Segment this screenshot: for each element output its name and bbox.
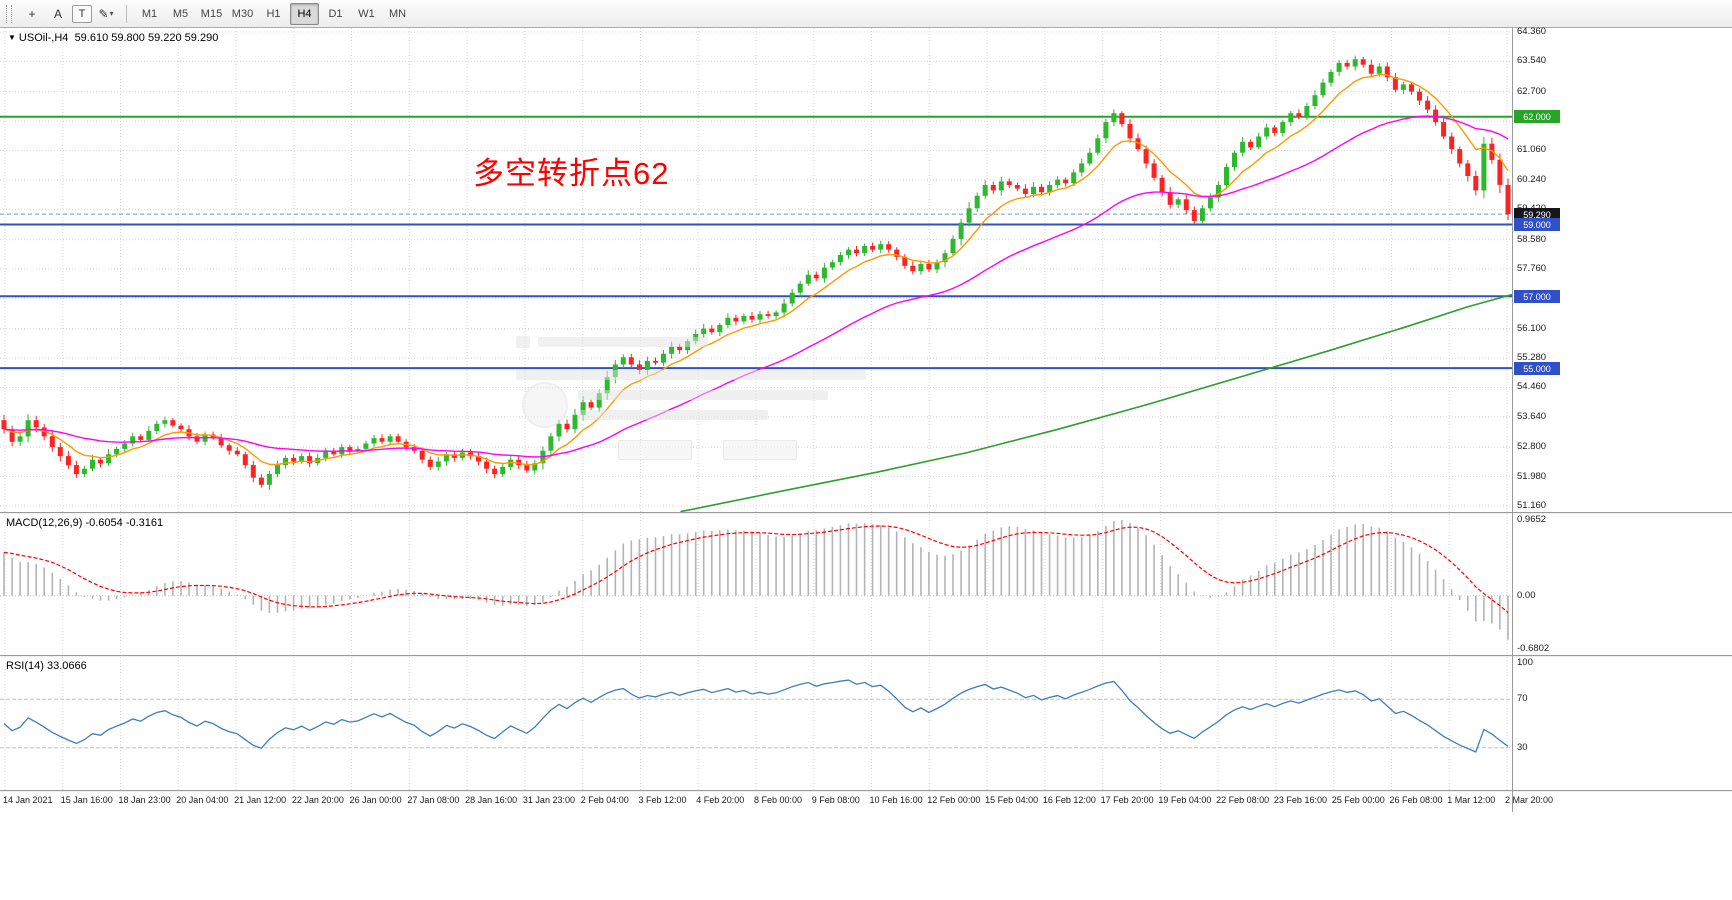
- time-axis-label: 26 Jan 00:00: [349, 795, 402, 805]
- price-axis-label: 51.980: [1517, 471, 1547, 482]
- price-axis-label: 51.160: [1517, 500, 1547, 511]
- price-marker-55.000: 55.000: [1514, 362, 1560, 375]
- panel-separator-main-macd[interactable]: [0, 512, 1732, 514]
- price-axis-label: 52.800: [1517, 441, 1547, 452]
- price-axis-label: 61.060: [1517, 144, 1547, 155]
- time-axis-label: 15 Feb 04:00: [985, 795, 1039, 805]
- time-axis-label: 12 Feb 00:00: [927, 795, 981, 805]
- panel-separator-macd-rsi[interactable]: [0, 655, 1732, 657]
- time-axis-label: 1 Mar 12:00: [1447, 795, 1496, 805]
- price-axis-label: 56.100: [1517, 323, 1547, 334]
- time-axis-label: 8 Feb 00:00: [754, 795, 803, 805]
- watermark-text-line: [578, 390, 828, 400]
- time-axis-label: 14 Jan 2021: [3, 795, 53, 805]
- timeframe-button-m1[interactable]: M1: [141, 7, 158, 20]
- price-marker-57.000: 57.000: [1514, 290, 1560, 303]
- time-axis-label: 2 Mar 20:00: [1505, 795, 1554, 805]
- symbol-ohlc-line: ▼ USOil-,H4 59.610 59.800 59.220 59.290: [8, 32, 218, 44]
- timeframe-button-w1[interactable]: W1: [358, 7, 375, 20]
- price-axis-label: 64.360: [1517, 26, 1547, 37]
- time-axis-label: 4 Feb 20:00: [696, 795, 745, 805]
- price-marker-62.000: 62.000: [1514, 110, 1560, 123]
- macd-axis-label: 0.9652: [1517, 514, 1547, 525]
- macd-indicator-canvas[interactable]: [0, 514, 1512, 655]
- time-axis-label: 27 Jan 08:00: [407, 795, 460, 805]
- time-axis-label: 15 Jan 16:00: [60, 795, 113, 805]
- watermark-text-line: [578, 410, 768, 420]
- time-axis-label: 22 Feb 08:00: [1216, 795, 1270, 805]
- watermark-button: [723, 440, 797, 460]
- time-axis-label: 18 Jan 23:00: [118, 795, 171, 805]
- top-toolbar: + A T ✎ ▾ M1 M5 M15 M30 H1 H4 D1 W1 MN: [0, 0, 1732, 28]
- price-axis-label: 54.460: [1517, 381, 1547, 392]
- timeframe-button-mn[interactable]: MN: [388, 7, 407, 20]
- watermark-icon: [516, 336, 530, 348]
- time-axis-label: 31 Jan 23:00: [522, 795, 575, 805]
- price-axis-label: 58.580: [1517, 234, 1547, 245]
- time-axis-label: 25 Feb 00:00: [1331, 795, 1385, 805]
- timeframe-button-m5[interactable]: M5: [172, 7, 189, 20]
- price-axis-border: [1512, 28, 1513, 812]
- timeframe-button-d1[interactable]: D1: [328, 7, 343, 20]
- time-axis-label: 22 Jan 20:00: [291, 795, 344, 805]
- watermark-logo: [522, 382, 568, 428]
- rsi-axis-label: 30: [1517, 742, 1528, 753]
- price-axis-label: 63.540: [1517, 55, 1547, 66]
- price-axis-label: 57.760: [1517, 263, 1547, 274]
- price-axis-label: 55.280: [1517, 352, 1547, 363]
- symbol-name: USOil-,H4: [18, 32, 69, 44]
- tool-arrow-label-button[interactable]: A: [53, 6, 62, 21]
- symbol-dropdown-icon[interactable]: ▼: [8, 33, 16, 42]
- watermark-text-line: [516, 370, 866, 380]
- rsi-axis-label: 70: [1517, 693, 1528, 704]
- price-marker-59.000: 59.000: [1514, 218, 1560, 231]
- price-axis-label: 62.700: [1517, 86, 1547, 97]
- main-chart-canvas[interactable]: [0, 28, 1512, 512]
- time-axis-label: 9 Feb 08:00: [811, 795, 860, 805]
- timeframe-button-h4[interactable]: H4: [290, 2, 319, 25]
- timeframe-button-m30[interactable]: M30: [231, 7, 254, 20]
- panel-separator-rsi-time: [0, 790, 1732, 792]
- rsi-header: RSI(14) 33.0666: [6, 660, 87, 672]
- time-axis-label: 20 Jan 04:00: [176, 795, 229, 805]
- chart-annotation-text: 多空转折点62: [473, 156, 670, 191]
- time-axis-label: 19 Feb 04:00: [1158, 795, 1212, 805]
- tool-draw-button[interactable]: ✎ ▾: [98, 6, 114, 21]
- time-axis-label: 3 Feb 12:00: [638, 795, 687, 805]
- time-axis-label: 28 Jan 16:00: [465, 795, 518, 805]
- price-axis-label: 53.640: [1517, 411, 1547, 422]
- time-axis-label: 21 Jan 12:00: [234, 795, 287, 805]
- time-axis-label: 23 Feb 16:00: [1273, 795, 1327, 805]
- watermark-title-bar: [538, 337, 708, 347]
- time-axis-label: 2 Feb 04:00: [580, 795, 629, 805]
- watermark-dialog: [508, 330, 896, 464]
- rsi-indicator-canvas[interactable]: [0, 657, 1512, 790]
- price-axis-label: 60.240: [1517, 174, 1547, 185]
- time-axis-label: 17 Feb 20:00: [1100, 795, 1154, 805]
- timeframe-button-h1[interactable]: H1: [266, 7, 281, 20]
- time-axis-label: 26 Feb 08:00: [1389, 795, 1443, 805]
- time-axis-label: 10 Feb 16:00: [869, 795, 923, 805]
- price-marker-59.290: 59.290: [1514, 208, 1560, 221]
- macd-axis-label: 0.00: [1517, 590, 1536, 601]
- watermark-button: [618, 440, 692, 460]
- tool-text-button[interactable]: T: [72, 4, 92, 23]
- toolbar-separator: [126, 4, 127, 23]
- macd-header: MACD(12,26,9) -0.6054 -0.3161: [6, 517, 164, 529]
- tool-crosshair-button[interactable]: +: [28, 6, 36, 21]
- timeframe-button-m15[interactable]: M15: [200, 7, 223, 20]
- symbol-ohlc-values: 59.610 59.800 59.220 59.290: [74, 32, 219, 44]
- time-axis-label: 16 Feb 12:00: [1042, 795, 1096, 805]
- macd-axis-label: -0.6802: [1517, 643, 1550, 654]
- toolbar-grip-handle[interactable]: [6, 4, 12, 23]
- rsi-axis-label: 100: [1517, 657, 1533, 668]
